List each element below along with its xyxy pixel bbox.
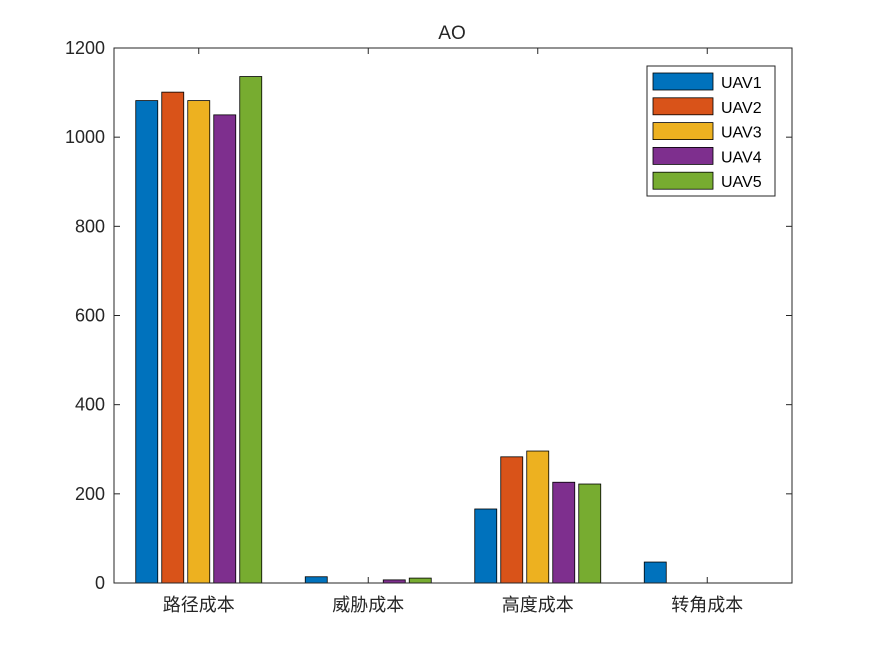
x-category-label: 转角成本 xyxy=(671,595,743,615)
bar-uav1-2 xyxy=(474,508,498,584)
x-category-label: 威胁成本 xyxy=(332,595,404,615)
chart-title: AO xyxy=(438,23,465,44)
bars xyxy=(135,76,667,584)
x-category-label: 高度成本 xyxy=(502,595,574,615)
legend-swatch-uav5 xyxy=(652,171,714,190)
legend-label-uav2: UAV2 xyxy=(721,100,762,117)
legend-label-uav5: UAV5 xyxy=(721,174,762,191)
bar-uav2-2 xyxy=(500,456,524,584)
x-axis: 路径成本 威胁成本 高度成本 转角成本 xyxy=(163,48,743,615)
y-tick-label: 1000 xyxy=(65,127,105,147)
legend-swatch-uav1 xyxy=(652,72,714,91)
legend-label-uav4: UAV4 xyxy=(721,149,762,166)
x-category-label: 路径成本 xyxy=(163,595,235,615)
y-tick-label: 1200 xyxy=(65,38,105,58)
plot-frame xyxy=(113,47,793,584)
y-tick-label: 0 xyxy=(95,573,105,593)
y-tick-label: 400 xyxy=(75,395,105,415)
y-tick-label: 800 xyxy=(75,216,105,236)
y-tick-label: 200 xyxy=(75,484,105,504)
legend: UAV1 UAV2 UAV3 UAV4 UAV5 xyxy=(646,65,776,197)
bar-uav2-0 xyxy=(161,91,185,584)
bar-uav5-0 xyxy=(239,76,263,584)
y-tick-label: 600 xyxy=(75,306,105,326)
legend-label-uav1: UAV1 xyxy=(721,75,762,92)
bar-uav1-1 xyxy=(304,576,328,584)
bar-uav4-0 xyxy=(213,114,237,584)
bar-uav5-1 xyxy=(408,577,432,584)
bar-uav4-2 xyxy=(552,481,576,584)
legend-label-uav3: UAV3 xyxy=(721,125,762,142)
legend-swatch-uav3 xyxy=(652,122,714,140)
bar-uav3-0 xyxy=(187,100,211,584)
y-axis: 0 200 400 600 800 1000 1200 xyxy=(65,38,792,593)
legend-swatch-uav4 xyxy=(652,146,714,165)
bar-uav3-2 xyxy=(526,450,550,584)
bar-uav1-0 xyxy=(135,100,159,584)
bar-uav1-3 xyxy=(643,561,667,584)
bar-uav5-2 xyxy=(578,483,602,584)
legend-swatch-uav2 xyxy=(652,97,714,116)
